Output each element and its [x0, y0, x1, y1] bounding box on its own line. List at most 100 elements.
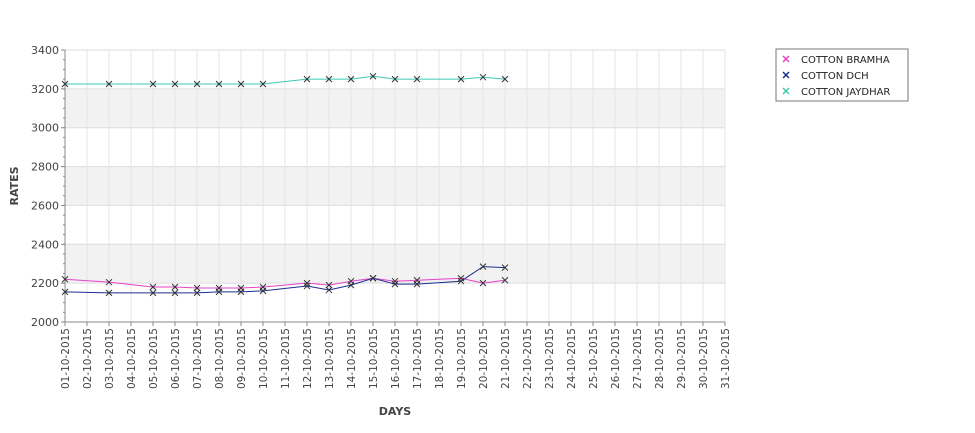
data-point	[369, 274, 377, 282]
data-point	[391, 280, 399, 288]
data-point	[303, 279, 311, 287]
x-tick-label: 25-10-2015	[588, 328, 600, 389]
marker-stroke	[325, 281, 333, 289]
series	[61, 274, 509, 292]
data-point	[259, 287, 267, 295]
data-point	[413, 280, 421, 288]
y-tick-label: 2200	[31, 277, 59, 290]
data-point	[149, 289, 157, 297]
x-tick-label: 07-10-2015	[192, 328, 204, 389]
x-tick-label: 24-10-2015	[566, 328, 578, 389]
marker-stroke	[501, 264, 509, 271]
data-point	[391, 75, 399, 83]
data-point	[325, 286, 333, 294]
x-tick-label: 14-10-2015	[346, 328, 358, 389]
marker-stroke	[149, 283, 157, 291]
marker-stroke	[61, 80, 69, 88]
data-point	[325, 281, 333, 289]
marker-stroke	[479, 73, 487, 81]
marker-stroke	[61, 288, 69, 296]
x-tick-label: 20-10-2015	[478, 328, 490, 389]
x-tick-label: 22-10-2015	[522, 328, 534, 389]
x-tick-label: 27-10-2015	[632, 328, 644, 389]
marker-stroke	[303, 282, 311, 290]
data-point	[501, 276, 509, 284]
data-point	[479, 263, 487, 270]
legend-box	[775, 48, 909, 102]
data-point	[149, 80, 157, 88]
data-point	[105, 278, 113, 286]
marker-stroke	[391, 280, 399, 288]
x-tick-label: 26-10-2015	[610, 328, 622, 389]
marker-stroke	[303, 75, 311, 83]
x-tick-label: 30-10-2015	[698, 328, 710, 389]
y-tick-labels: 2000 2200 2400 2600 2800 3000 3200 3400	[31, 44, 65, 329]
marker-stroke	[347, 75, 355, 83]
x-tick-label: 09-10-2015	[236, 328, 248, 389]
legend-marker	[782, 71, 790, 79]
legend-item: COTTON DCH	[782, 71, 869, 82]
marker-stroke	[193, 284, 201, 292]
y-tick-label: 2000	[31, 316, 59, 329]
marker-stroke	[479, 263, 487, 270]
data-point	[193, 80, 201, 88]
data-point	[237, 80, 245, 88]
data-point	[303, 282, 311, 290]
data-point	[347, 75, 355, 83]
legend-label: COTTON DCH	[801, 71, 869, 82]
x-tick-label: 13-10-2015	[324, 328, 336, 389]
marker-stroke	[105, 289, 113, 297]
marker-stroke	[413, 280, 421, 288]
data-point	[193, 289, 201, 297]
marker-stroke	[105, 80, 113, 88]
y-tick-label: 3200	[31, 83, 59, 96]
data-point	[479, 73, 487, 81]
data-point	[171, 289, 179, 297]
marker-stroke	[215, 80, 223, 88]
data-point	[215, 80, 223, 88]
marker-stroke	[369, 274, 377, 282]
legend-marker	[782, 55, 790, 63]
x-tick-label: 23-10-2015	[544, 328, 556, 389]
series-layer	[61, 72, 509, 297]
series	[61, 72, 509, 88]
data-point	[215, 288, 223, 296]
legend-label: COTTON JAYDHAR	[801, 87, 890, 98]
data-point	[369, 72, 377, 80]
x-tick-label: 04-10-2015	[126, 328, 138, 389]
x-tick-label: 17-10-2015	[412, 328, 424, 389]
data-point	[171, 283, 179, 291]
data-point	[61, 275, 69, 283]
marker-stroke	[193, 289, 201, 297]
x-tick-label: 15-10-2015	[368, 328, 380, 389]
marker-stroke	[259, 80, 267, 88]
x-tick-label: 02-10-2015	[82, 328, 94, 389]
marker-stroke	[347, 281, 355, 289]
y-tick-label: 2600	[31, 199, 59, 212]
marker-stroke	[457, 277, 465, 285]
x-tick-label: 06-10-2015	[170, 328, 182, 389]
data-point	[501, 75, 509, 83]
x-axis-label: DAYS	[379, 405, 412, 418]
marker-stroke	[369, 72, 377, 80]
x-tick-label: 16-10-2015	[390, 328, 402, 389]
marker-stroke	[237, 288, 245, 296]
series	[61, 263, 509, 297]
marker-stroke	[325, 286, 333, 294]
legend-label: COTTON BRAMHA	[801, 55, 890, 66]
x-tick-label: 03-10-2015	[104, 328, 116, 389]
data-point	[105, 289, 113, 297]
marker-stroke	[479, 279, 487, 287]
y-tick-label: 2400	[31, 238, 59, 251]
x-tick-label: 12-10-2015	[302, 328, 314, 389]
y-axis-label: RATES	[8, 166, 21, 205]
marker-stroke	[325, 75, 333, 83]
data-point	[347, 281, 355, 289]
grid-lines	[64, 49, 726, 323]
y-tick-label: 3400	[31, 44, 59, 57]
x-tick-label: 11-10-2015	[280, 328, 292, 389]
data-point	[457, 75, 465, 83]
marker-stroke	[303, 279, 311, 287]
y-tick-label: 2800	[31, 161, 59, 174]
